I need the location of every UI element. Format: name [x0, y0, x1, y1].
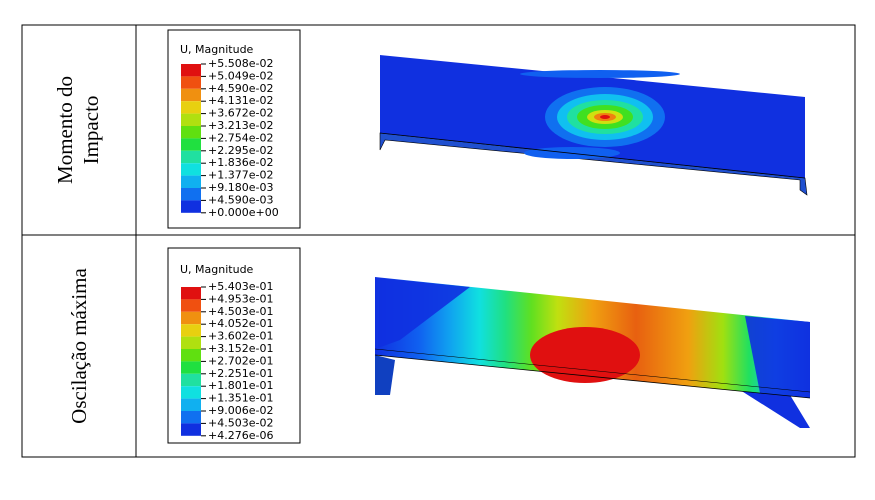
legend-label: +2.295e-02	[208, 144, 273, 157]
legend-swatch	[181, 88, 201, 102]
legend-label: +1.801e-01	[208, 379, 273, 392]
legend-swatch	[181, 150, 201, 164]
legend-swatch	[181, 324, 201, 337]
row-label: Impacto	[79, 96, 103, 165]
legend-label: +4.503e-01	[208, 305, 273, 318]
legend-label: +4.953e-01	[208, 292, 273, 305]
legend-label: +9.180e-03	[208, 181, 273, 194]
legend-label: +5.049e-02	[208, 69, 273, 82]
legend-swatch	[181, 336, 201, 349]
legend-label: +1.351e-01	[208, 392, 273, 405]
legend-label: +1.377e-02	[208, 169, 273, 182]
legend-swatch	[181, 113, 201, 126]
legend-swatch	[181, 287, 201, 300]
legend-label: +4.276e-06	[208, 429, 273, 442]
legend-swatch	[181, 299, 201, 312]
legend-swatch	[181, 101, 201, 114]
row-label: Oscilação máxima	[67, 267, 91, 423]
legend-label: +0.000e+00	[208, 206, 279, 219]
legend-label: +5.508e-02	[208, 57, 273, 70]
legend-label: +3.602e-01	[208, 330, 273, 343]
legend-swatch	[181, 349, 201, 362]
legend-swatch	[181, 386, 201, 399]
legend-swatch	[181, 398, 201, 411]
legend-label: +3.152e-01	[208, 342, 273, 355]
legend-swatch	[181, 188, 201, 201]
legend-swatch	[181, 175, 201, 188]
legend-label: +2.251e-01	[208, 367, 273, 380]
legend-box	[167, 29, 301, 229]
legend-label: +5.403e-01	[208, 280, 273, 293]
legend-box	[167, 247, 301, 444]
legend-swatch	[181, 373, 201, 387]
legend-title: U, Magnitude	[180, 43, 254, 56]
legend-swatch	[181, 361, 201, 374]
legend-label: +3.672e-02	[208, 107, 273, 120]
legend-label: +4.131e-02	[208, 94, 273, 107]
legend-swatch	[181, 163, 201, 176]
contour-plot	[379, 55, 808, 196]
legend-label: +2.702e-01	[208, 354, 273, 367]
row-label: Momento do	[53, 76, 77, 184]
legend-label: +4.052e-01	[208, 317, 273, 330]
legend-swatch	[181, 138, 201, 151]
legend-swatch	[181, 423, 201, 436]
legend-swatch	[181, 76, 201, 89]
legend-label: +3.213e-02	[208, 119, 273, 132]
legend-swatch	[181, 64, 201, 77]
legend-title: U, Magnitude	[180, 263, 254, 276]
legend-label: +1.836e-02	[208, 156, 273, 169]
legend-label: +4.503e-02	[208, 416, 273, 429]
legend-swatch	[181, 126, 201, 139]
legend-label: +2.754e-02	[208, 131, 273, 144]
contour-plot	[374, 277, 811, 428]
legend-label: +4.590e-03	[208, 193, 273, 206]
legend-swatch	[181, 200, 201, 213]
legend-swatch	[181, 411, 201, 424]
legend-swatch	[181, 311, 201, 325]
legend-label: +9.006e-02	[208, 404, 273, 417]
legend-label: +4.590e-02	[208, 82, 273, 95]
table-grid	[21, 24, 856, 458]
